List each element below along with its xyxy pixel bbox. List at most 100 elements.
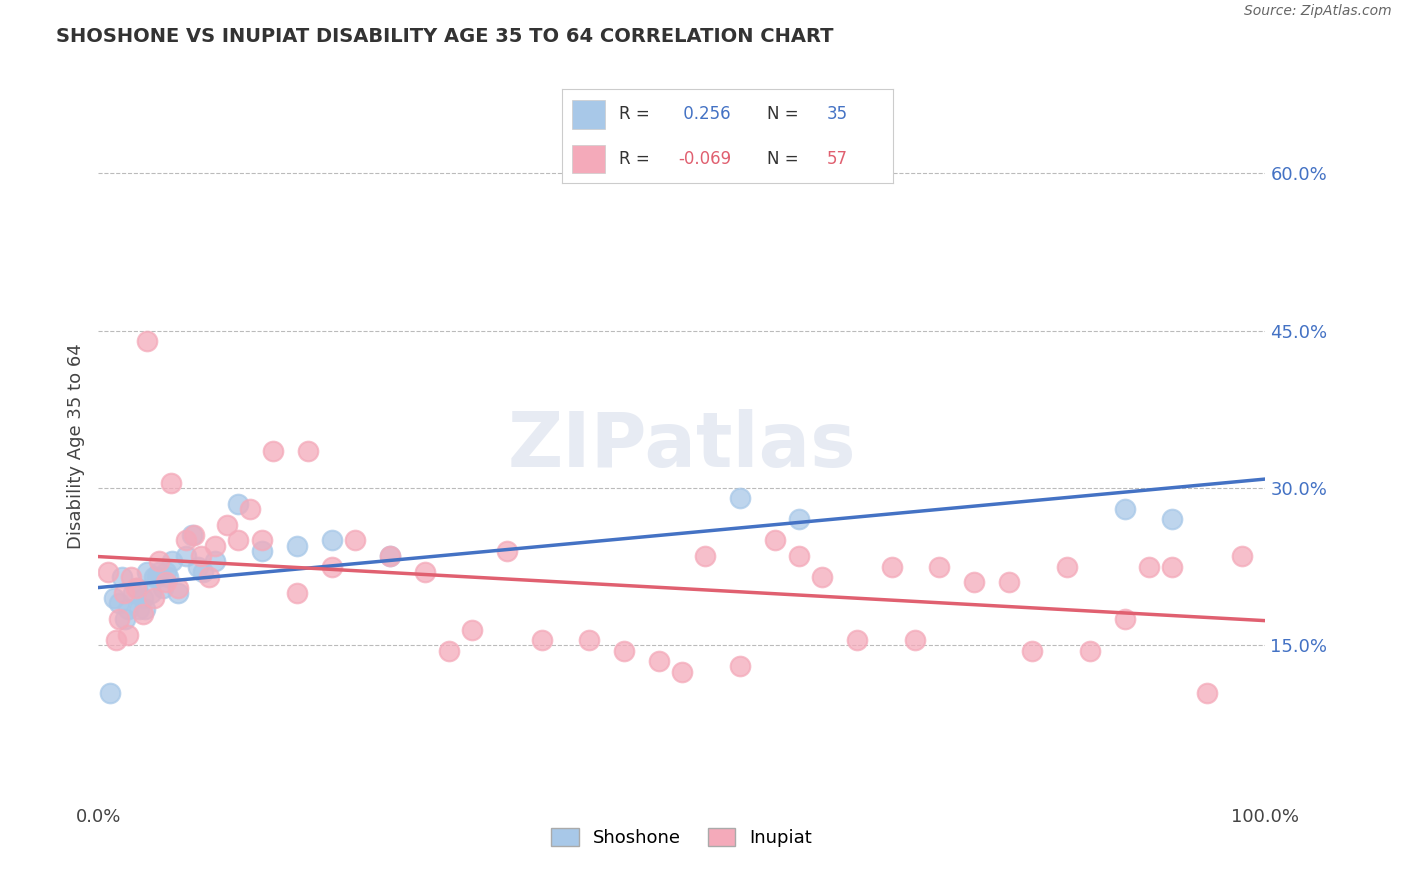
Point [321,559,343,574]
Point [1114,502,1136,516]
Text: Source: ZipAtlas.com: Source: ZipAtlas.com [1244,4,1392,19]
Text: R =: R = [619,105,655,123]
Point [695,549,717,564]
Point [114,612,136,626]
Point [997,575,1019,590]
Point [250,544,273,558]
Point [97,565,120,579]
Point [174,549,197,564]
Point [215,517,238,532]
Point [437,643,460,657]
Point [730,491,752,506]
Point [228,533,250,548]
Point [380,549,402,564]
Point [928,559,950,574]
Text: ZIPatlas: ZIPatlas [508,409,856,483]
Point [1161,559,1184,574]
Point [155,565,177,579]
Point [787,512,810,526]
Point [143,591,166,606]
Text: 35: 35 [827,105,848,123]
Point [159,475,181,490]
Point [125,581,148,595]
Point [166,581,188,595]
Point [190,549,212,564]
Point [1080,643,1102,657]
Text: SHOSHONE VS INUPIAT DISABILITY AGE 35 TO 64 CORRELATION CHART: SHOSHONE VS INUPIAT DISABILITY AGE 35 TO… [56,27,834,45]
Point [193,565,215,579]
Point [228,497,250,511]
Point [139,586,162,600]
Point [166,586,188,600]
Point [128,601,150,615]
Point [152,581,174,595]
Point [344,533,367,548]
Point [174,533,197,548]
Point [136,565,159,579]
Point [108,612,131,626]
Bar [572,101,606,128]
Point [120,570,142,584]
Point [160,554,183,568]
Point [125,581,148,595]
Point [146,570,169,584]
Text: R =: R = [619,151,655,169]
Point [117,601,139,615]
Point [111,570,134,584]
Point [132,607,155,621]
Point [180,528,202,542]
Point [285,539,308,553]
Point [143,570,166,584]
Point [880,559,903,574]
Point [198,570,221,584]
Point [148,565,170,579]
Text: 57: 57 [827,151,848,169]
Point [904,633,927,648]
Point [239,502,262,516]
Point [98,685,121,699]
Point [204,539,226,553]
Point [204,554,226,568]
Point [1114,612,1136,626]
Text: -0.069: -0.069 [678,151,731,169]
Point [461,623,484,637]
Bar [572,145,606,173]
Point [250,533,273,548]
Point [297,444,319,458]
Point [285,586,308,600]
Point [380,549,402,564]
Point [1195,685,1218,699]
Text: N =: N = [768,105,804,123]
Point [104,633,127,648]
Point [117,628,139,642]
Point [148,554,170,568]
Point [578,633,600,648]
Point [122,586,145,600]
Point [262,444,284,458]
Point [413,565,436,579]
Legend: Shoshone, Inupiat: Shoshone, Inupiat [544,821,820,855]
Point [132,591,155,606]
Point [187,559,209,574]
Point [530,633,553,648]
Point [321,533,343,548]
Point [112,586,135,600]
Point [613,643,636,657]
Point [134,601,156,615]
Point [1021,643,1043,657]
Point [183,528,205,542]
Point [496,544,519,558]
Point [1161,512,1184,526]
Point [1230,549,1253,564]
Point [155,575,177,590]
Point [647,654,669,668]
Point [157,570,180,584]
Text: 0.256: 0.256 [678,105,731,123]
Point [787,549,810,564]
Point [1056,559,1078,574]
Point [846,633,869,648]
Point [763,533,786,548]
Point [136,334,159,348]
Point [962,575,984,590]
Point [671,665,693,679]
